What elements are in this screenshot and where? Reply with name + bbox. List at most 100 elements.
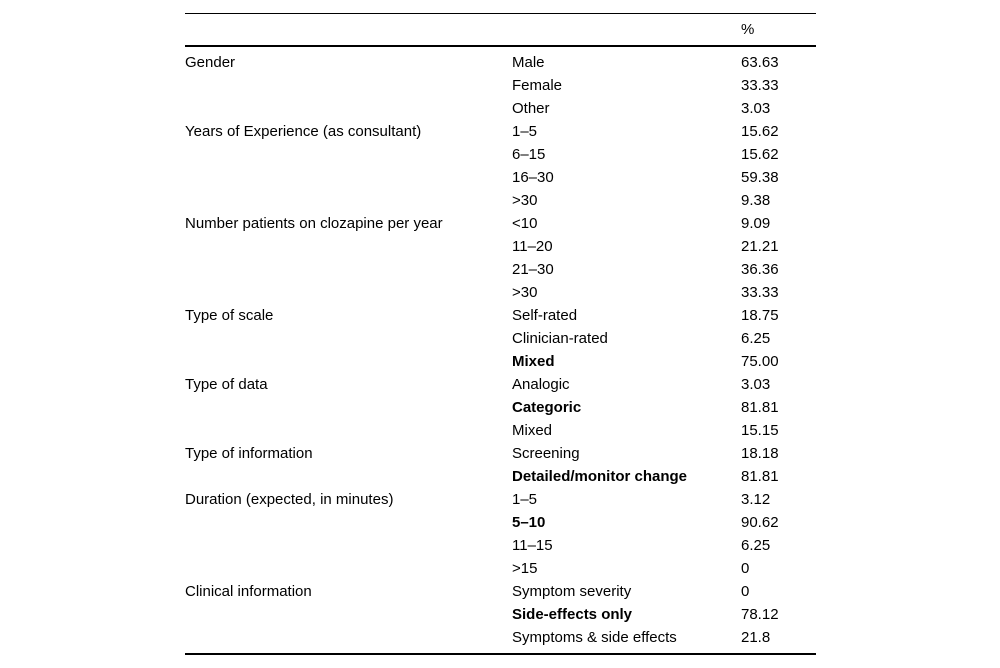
percent-cell: 3.12 <box>741 491 771 508</box>
percent-cell: 9.38 <box>741 192 771 209</box>
table-row: Number patients on clozapine per year <10… <box>185 212 816 235</box>
percent-cell: 81.81 <box>741 468 779 485</box>
option-cell: Clinician-rated <box>512 330 608 347</box>
category-cell <box>185 626 512 654</box>
table-row: 21–30 36.36 <box>185 258 816 281</box>
table-row: Duration (expected, in minutes) 1–5 3.12 <box>185 488 816 511</box>
category-cell <box>185 281 512 304</box>
option-cell: Categoric <box>512 399 582 416</box>
header-percent-cell: % <box>741 21 755 38</box>
option-cell: Detailed/monitor change <box>512 468 688 485</box>
table-row: Gender Male 63.63 <box>185 46 816 74</box>
category-cell <box>185 534 512 557</box>
category-cell: Type of scale <box>185 307 274 324</box>
category-cell <box>185 189 512 212</box>
survey-table-grid: % Gender Male 63.63 Female 33.33 Other 3.03 Yea… <box>185 13 816 655</box>
table-row: Categoric 81.81 <box>185 396 816 419</box>
table-body: Gender Male 63.63 Female 33.33 Other 3.03 Years… <box>185 46 816 654</box>
table-row: 5–10 90.62 <box>185 511 816 534</box>
table-header-row: % <box>185 13 816 47</box>
category-cell <box>185 419 512 442</box>
category-cell <box>185 143 512 166</box>
table-row: Symptoms & side effects 21.8 <box>185 626 816 654</box>
option-cell: >30 <box>512 284 538 301</box>
option-cell: Symptom severity <box>512 583 632 600</box>
percent-cell: 18.18 <box>741 445 779 462</box>
table-row: 6–15 15.62 <box>185 143 816 166</box>
header-category-cell <box>185 14 512 47</box>
percent-cell: 21.21 <box>741 238 779 255</box>
table-row: Type of data Analogic 3.03 <box>185 373 816 396</box>
percent-cell: 36.36 <box>741 261 779 278</box>
category-cell: Clinical information <box>185 583 312 600</box>
table-row: 16–30 59.38 <box>185 166 816 189</box>
percent-cell: 0 <box>741 560 750 577</box>
table-row: 11–15 6.25 <box>185 534 816 557</box>
percent-cell: 0 <box>741 583 750 600</box>
table-row: Mixed 15.15 <box>185 419 816 442</box>
table-row: Female 33.33 <box>185 74 816 97</box>
survey-table: % Gender Male 63.63 Female 33.33 Other 3.03 Yea… <box>185 13 816 655</box>
table-row: Side-effects only 78.12 <box>185 603 816 626</box>
table-row: Other 3.03 <box>185 97 816 120</box>
percent-cell: 75.00 <box>741 353 779 370</box>
category-cell <box>185 557 512 580</box>
percent-cell: 21.8 <box>741 629 771 646</box>
option-cell: 5–10 <box>512 514 546 531</box>
percent-cell: 15.62 <box>741 123 779 140</box>
option-cell: <10 <box>512 215 538 232</box>
table-row: 11–20 21.21 <box>185 235 816 258</box>
category-cell <box>185 327 512 350</box>
percent-cell: 3.03 <box>741 376 771 393</box>
percent-cell: 33.33 <box>741 77 779 94</box>
table-row: Clinician-rated 6.25 <box>185 327 816 350</box>
option-cell: >15 <box>512 560 538 577</box>
table-row: Clinical information Symptom severity 0 <box>185 580 816 603</box>
percent-cell: 33.33 <box>741 284 779 301</box>
option-cell: Mixed <box>512 422 553 439</box>
category-cell <box>185 603 512 626</box>
percent-cell: 6.25 <box>741 330 771 347</box>
category-cell <box>185 74 512 97</box>
category-cell <box>185 258 512 281</box>
percent-cell: 78.12 <box>741 606 779 623</box>
percent-cell: 15.62 <box>741 146 779 163</box>
percent-cell: 3.03 <box>741 100 771 117</box>
header-option-cell <box>512 14 741 47</box>
option-cell: 1–5 <box>512 123 538 140</box>
option-cell: Female <box>512 77 563 94</box>
category-cell <box>185 235 512 258</box>
table-row: Type of information Screening 18.18 <box>185 442 816 465</box>
table-header: % <box>185 13 816 47</box>
option-cell: 11–15 <box>512 537 553 554</box>
table-row: >15 0 <box>185 557 816 580</box>
option-cell: >30 <box>512 192 538 209</box>
percent-cell: 81.81 <box>741 399 779 416</box>
option-cell: Mixed <box>512 353 555 370</box>
table-row: Mixed 75.00 <box>185 350 816 373</box>
table-row: Detailed/monitor change 81.81 <box>185 465 816 488</box>
percent-cell: 15.15 <box>741 422 779 439</box>
option-cell: Side-effects only <box>512 606 633 623</box>
option-cell: 21–30 <box>512 261 554 278</box>
percent-cell: 18.75 <box>741 307 779 324</box>
percent-cell: 6.25 <box>741 537 771 554</box>
category-cell: Type of information <box>185 445 313 462</box>
category-cell: Duration (expected, in minutes) <box>185 491 394 508</box>
category-cell <box>185 350 512 373</box>
option-cell: 16–30 <box>512 169 554 186</box>
category-cell: Years of Experience (as consultant) <box>185 123 422 140</box>
option-cell: 11–20 <box>512 238 553 255</box>
option-cell: Symptoms & side effects <box>512 629 677 646</box>
table-row: >30 33.33 <box>185 281 816 304</box>
category-cell <box>185 396 512 419</box>
category-cell <box>185 511 512 534</box>
option-cell: Analogic <box>512 376 570 393</box>
table-row: >30 9.38 <box>185 189 816 212</box>
category-cell <box>185 465 512 488</box>
percent-cell: 90.62 <box>741 514 779 531</box>
percent-cell: 63.63 <box>741 54 779 71</box>
category-cell: Number patients on clozapine per year <box>185 215 443 232</box>
option-cell: Other <box>512 100 550 117</box>
